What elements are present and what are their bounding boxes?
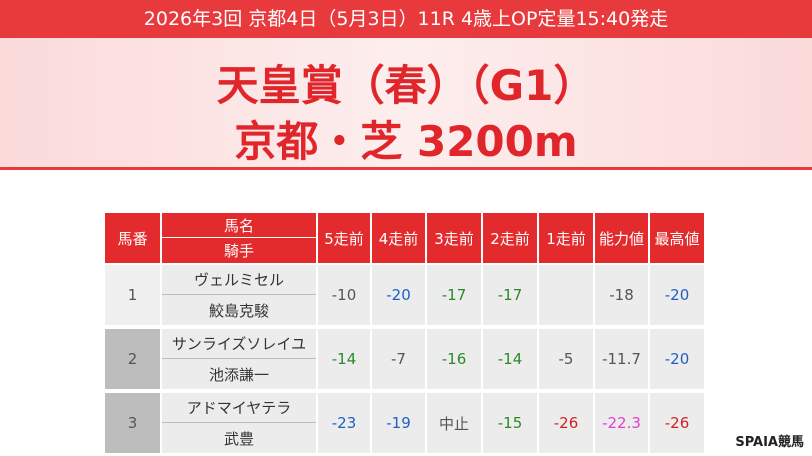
header-cell: 騎手	[162, 238, 316, 263]
result-cell: -20	[372, 265, 425, 325]
header-cell: 馬番	[105, 213, 160, 263]
jockey-name: 池添謙一	[162, 359, 316, 389]
row-number: 2	[105, 329, 160, 389]
result-cell: 中止	[427, 393, 481, 453]
row-number: 3	[105, 393, 160, 453]
header-cell: 能力値	[595, 213, 648, 263]
result-cell: -23	[318, 393, 370, 453]
result-cell: -18	[595, 265, 648, 325]
result-cell: -5	[539, 329, 593, 389]
header-cell: 3走前	[427, 213, 481, 263]
header-cell: 1走前	[539, 213, 593, 263]
row-number: 1	[105, 265, 160, 325]
result-cell: -14	[483, 329, 537, 389]
result-cell: -19	[372, 393, 425, 453]
horse-name: アドマイヤテラ	[162, 393, 316, 423]
result-cell: -15	[483, 393, 537, 453]
result-cell: -14	[318, 329, 370, 389]
jockey-name: 武豊	[162, 423, 316, 453]
header-cell: 2走前	[483, 213, 537, 263]
race-course: 京都・芝 3200m	[234, 117, 578, 166]
result-cell: -7	[372, 329, 425, 389]
header-cell: 馬名	[162, 213, 316, 237]
header-cell: 5走前	[318, 213, 370, 263]
horse-name: サンライズソレイユ	[162, 329, 316, 359]
race-info: 2026年3回 京都4日（5月3日）11R 4歳上OP定量15:40発走	[0, 0, 812, 38]
title-banner	[0, 38, 812, 170]
horse-name: ヴェルミセル	[162, 265, 316, 295]
result-cell: -17	[427, 265, 481, 325]
result-cell: -11.7	[595, 329, 648, 389]
jockey-name: 鮫島克駿	[162, 295, 316, 325]
race-title: 天皇賞（春）（G1）	[216, 61, 596, 110]
header-cell: 最高値	[650, 213, 704, 263]
result-cell: -20	[650, 329, 704, 389]
logo: SPAIA競馬	[735, 435, 804, 450]
result-cell: -10	[318, 265, 370, 325]
result-cell	[539, 265, 593, 325]
result-cell: -26	[539, 393, 593, 453]
result-cell: -16	[427, 329, 481, 389]
result-cell: -20	[650, 265, 704, 325]
result-cell: -22.3	[595, 393, 648, 453]
result-cell: -17	[483, 265, 537, 325]
result-cell: -26	[650, 393, 704, 453]
header-cell: 4走前	[372, 213, 425, 263]
